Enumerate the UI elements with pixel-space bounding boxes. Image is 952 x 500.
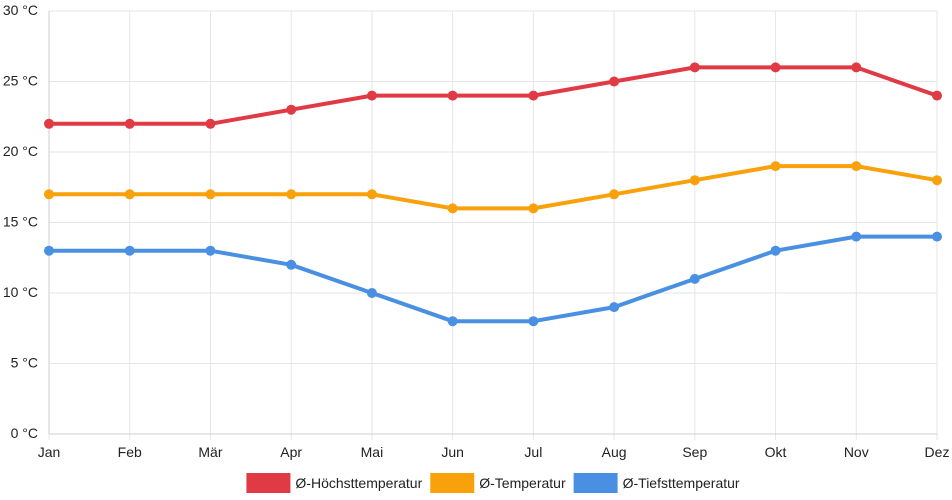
x-tick-label: Mär (198, 444, 222, 460)
data-point[interactable] (366, 189, 377, 200)
data-point[interactable] (286, 259, 297, 270)
x-tick-label: Apr (280, 444, 302, 460)
x-tick-label: Jul (524, 444, 542, 460)
x-tick-label: Sep (682, 444, 707, 460)
legend[interactable]: Ø-Höchsttemperatur Ø-Temperatur Ø-Tiefstte… (246, 473, 740, 493)
y-tick-label: 0 °C (11, 425, 38, 441)
data-point[interactable] (528, 90, 539, 101)
y-tick-label: 15 °C (3, 214, 38, 230)
legend-item[interactable]: Ø-Höchsttemperatur (246, 473, 423, 493)
data-point[interactable] (851, 62, 862, 73)
series-2 (44, 161, 942, 214)
data-point[interactable] (447, 316, 458, 327)
legend-swatch (573, 473, 618, 493)
x-tick-label: Mai (361, 444, 384, 460)
series-line (47, 234, 939, 324)
data-point[interactable] (286, 104, 297, 115)
data-point[interactable] (447, 90, 458, 101)
legend-swatch (430, 473, 475, 493)
y-tick-label: 20 °C (3, 143, 38, 159)
data-point[interactable] (124, 189, 135, 200)
series (44, 62, 942, 327)
data-point[interactable] (609, 302, 620, 313)
data-point[interactable] (366, 90, 377, 101)
data-point[interactable] (770, 62, 781, 73)
legend-label: Ø-Tiefsttemperatur (623, 475, 740, 491)
data-point[interactable] (609, 189, 620, 200)
data-point[interactable] (205, 118, 216, 129)
x-tick-label: Aug (602, 444, 627, 460)
data-point[interactable] (528, 316, 539, 327)
x-axis-labels: Jan Feb Mär Apr Mai Jun Jul Aug Sep Okt Nov Dez (38, 444, 950, 460)
data-point[interactable] (609, 76, 620, 87)
x-tick-label: Nov (844, 444, 869, 460)
data-point[interactable] (689, 273, 700, 284)
x-tick-label: Jun (441, 444, 464, 460)
legend-label: Ø-Temperatur (479, 475, 566, 491)
y-tick-label: 10 °C (3, 284, 38, 300)
series-1 (44, 62, 942, 129)
legend-item[interactable]: Ø-Temperatur (430, 473, 566, 493)
legend-label: Ø-Höchsttemperatur (295, 475, 422, 491)
legend-swatch (246, 473, 291, 493)
y-axis-labels: 0 °C 5 °C 10 °C 15 °C 20 °C 25 °C 30 °C (3, 2, 38, 441)
series-line (47, 164, 939, 211)
data-point[interactable] (770, 245, 781, 256)
y-tick-label: 25 °C (3, 73, 38, 89)
data-point[interactable] (286, 189, 297, 200)
data-point[interactable] (932, 231, 942, 242)
legend-item[interactable]: Ø-Tiefsttemperatur (573, 473, 740, 493)
data-point[interactable] (851, 161, 862, 172)
data-point[interactable] (124, 118, 135, 129)
data-point[interactable] (447, 203, 458, 214)
data-point[interactable] (689, 175, 700, 186)
x-tick-label: Feb (118, 444, 142, 460)
data-point[interactable] (851, 231, 862, 242)
data-point[interactable] (44, 118, 54, 129)
data-point[interactable] (44, 189, 54, 200)
data-point[interactable] (366, 288, 377, 298)
data-point[interactable] (528, 203, 539, 214)
data-point[interactable] (932, 175, 942, 186)
data-point[interactable] (689, 62, 700, 73)
x-tick-label: Okt (765, 444, 787, 460)
series-line (47, 65, 939, 126)
y-tick-label: 5 °C (11, 355, 38, 371)
grid (48, 10, 938, 440)
data-point[interactable] (44, 245, 54, 256)
data-point[interactable] (205, 245, 216, 256)
data-point[interactable] (205, 189, 216, 200)
data-point[interactable] (932, 90, 942, 101)
data-point[interactable] (770, 161, 781, 172)
series-3 (44, 231, 942, 327)
y-tick-label: 30 °C (3, 2, 38, 18)
x-tick-label: Dez (925, 444, 950, 460)
x-tick-label: Jan (38, 444, 61, 460)
data-point[interactable] (124, 245, 135, 256)
